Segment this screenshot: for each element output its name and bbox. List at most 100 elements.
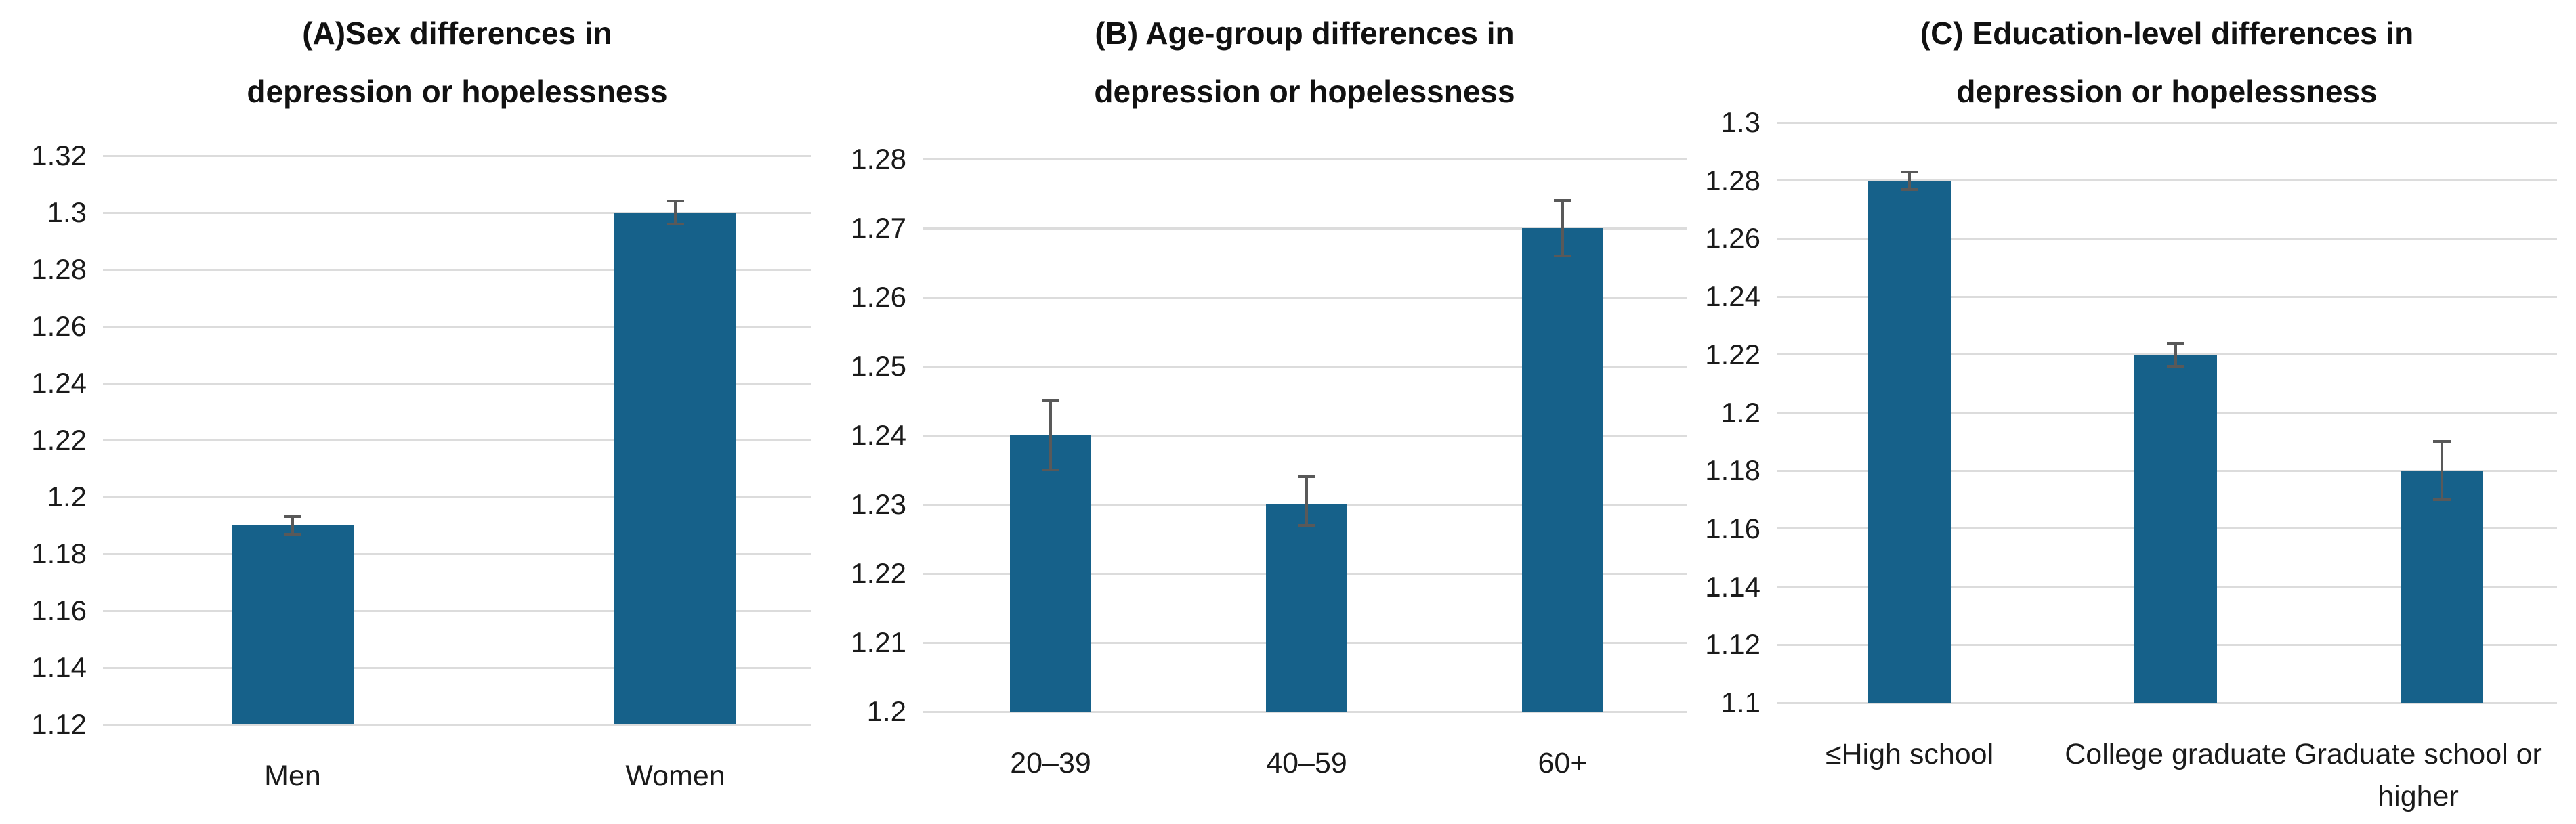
chart-a-bar-women (614, 213, 736, 724)
chart-b-gridline-1.28 (923, 158, 1687, 160)
chart-b-title-line-1: (B) Age-group differences in (1095, 16, 1515, 51)
chart-c-title-line-1: (C) Education-level differences in (1920, 16, 2414, 51)
chart-b-xtick-label-20-39: 20–39 (1010, 747, 1091, 779)
chart-a-ytick-label: 1.14 (31, 651, 87, 683)
chart-b-error-bar-cap-top-20-39 (1042, 399, 1059, 402)
chart-a-gridline-1.14 (103, 666, 811, 669)
chart-b-ytick-label: 1.27 (851, 212, 906, 244)
chart-c-error-bar-stem-graduate-school-or-higher (2441, 441, 2443, 500)
chart-c-xtick-label-high-school: ≤High school (1825, 738, 1994, 771)
chart-c-ytick-label: 1.14 (1705, 570, 1760, 603)
chart-a-gridline-1.22 (103, 439, 811, 441)
chart-b-gridline-1.24 (923, 434, 1687, 437)
chart-a-ytick-label: 1.3 (47, 196, 87, 228)
chart-b-gridline-1.2 (923, 710, 1687, 713)
chart-a-xtick-label-men: Men (264, 760, 321, 792)
chart-b-ytick-label: 1.28 (851, 143, 906, 175)
chart-b-ytick-label: 1.2 (866, 695, 906, 727)
chart-a-gridline-1.2 (103, 496, 811, 498)
chart-a-gridline-1.16 (103, 609, 811, 612)
chart-c-title-line-2: depression or hopelessness (1956, 74, 2378, 109)
chart-b-bar-20-39 (1010, 435, 1091, 712)
chart-b-error-bar-cap-top-40-59 (1298, 475, 1315, 479)
chart-c-ytick-label: 1.26 (1705, 222, 1760, 255)
chart-c-gridline-1.28 (1777, 179, 2557, 182)
chart-c-ytick-label: 1.18 (1705, 454, 1760, 487)
chart-a-gridline-1.26 (103, 325, 811, 328)
chart-c-ytick-label: 1.3 (1720, 106, 1760, 138)
chart-a-gridline-1.3 (103, 211, 811, 214)
chart-b-error-bar-cap-bottom-20-39 (1042, 469, 1059, 471)
chart-c-ytick-label: 1.1 (1720, 687, 1760, 718)
chart-b-ytick-label: 1.22 (851, 557, 906, 589)
chart-c-ytick-label: 1.22 (1705, 338, 1760, 370)
chart-a-ytick-label: 1.12 (31, 708, 87, 740)
chart-a-ytick-label: 1.2 (47, 481, 87, 513)
chart-a-error-bar-stem-women (674, 201, 677, 224)
chart-a-ytick-label: 1.18 (31, 538, 87, 569)
chart-c-gridline-1.26 (1777, 237, 2557, 240)
chart-c-ytick-label: 1.2 (1720, 396, 1760, 429)
chart-c-ytick-label: 1.24 (1705, 280, 1760, 313)
chart-b-ytick-label: 1.26 (851, 281, 906, 313)
chart-a-gridline-1.32 (103, 154, 811, 157)
chart-b-ytick-label: 1.21 (851, 626, 906, 658)
chart-a-gridline-1.18 (103, 552, 811, 555)
chart-b-gridline-1.25 (923, 365, 1687, 368)
chart-a-title: (A)Sex differences in depression or hope… (0, 4, 931, 121)
chart-b-ytick-label: 1.25 (851, 350, 906, 382)
chart-c-title: (C) Education-level differences in depre… (1693, 4, 2576, 121)
chart-a-ytick-label: 1.22 (31, 424, 87, 456)
chart-c-ytick-label: 1.16 (1705, 512, 1760, 544)
chart-a-title-line-2: depression or hopelessness (247, 74, 668, 109)
chart-a-bar-men (232, 525, 354, 724)
chart-a-xtick-label-women: Women (625, 760, 725, 792)
chart-c-gridline-1.1 (1777, 701, 2557, 704)
chart-b-bar-60 (1522, 228, 1603, 712)
chart-c-xtick-label-graduate-school-or-higher: Graduate school or higher (2294, 738, 2542, 812)
chart-a-error-bar-cap-top-men (284, 515, 301, 519)
chart-a-ytick-label: 1.32 (31, 139, 87, 171)
chart-a-ytick-label: 1.16 (31, 594, 87, 626)
chart-a-error-bar-cap-bottom-women (667, 222, 684, 225)
chart-b-error-bar-cap-top-60 (1554, 199, 1571, 202)
chart-c-error-bar-cap-bottom-college-graduate (2167, 364, 2184, 368)
chart-c-xtick-label-college-graduate: College graduate (2065, 738, 2287, 771)
chart-c-error-bar-cap-top-high-school (1901, 170, 1918, 173)
chart-c-error-bar-stem-high-school (1908, 171, 1911, 190)
chart-c-error-bar-cap-bottom-graduate-school-or-higher (2433, 498, 2451, 502)
chart-b-xtick-label-60: 60+ (1538, 747, 1588, 779)
chart-c-gridline-1.3 (1777, 121, 2557, 124)
chart-b-error-bar-stem-40-59 (1305, 477, 1308, 525)
chart-c-error-bar-cap-top-college-graduate (2167, 341, 2184, 345)
chart-a-ytick-label: 1.28 (31, 253, 87, 285)
chart-a-gridline-1.28 (103, 268, 811, 271)
chart-b-error-bar-stem-60 (1561, 200, 1564, 256)
chart-b-gridline-1.27 (923, 227, 1687, 230)
chart-b-title-line-2: depression or hopelessness (1094, 74, 1515, 109)
chart-b-title: (B) Age-group differences in depression … (830, 4, 1779, 121)
chart-a-gridline-1.24 (103, 382, 811, 385)
chart-c-bar-high-school (1868, 180, 1951, 703)
chart-b-ytick-label: 1.23 (851, 488, 906, 520)
chart-c-gridline-1.24 (1777, 295, 2557, 298)
chart-a-title-line-1: (A)Sex differences in (302, 16, 612, 51)
chart-a-gridline-1.12 (103, 723, 811, 726)
chart-c-error-bar-stem-college-graduate (2174, 343, 2177, 366)
chart-a-error-bar-stem-men (291, 517, 294, 534)
chart-a-error-bar-cap-top-women (667, 200, 684, 203)
chart-a-ytick-label: 1.26 (31, 310, 87, 342)
chart-c-bar-graduate-school-or-higher (2401, 471, 2483, 703)
chart-b-error-bar-stem-20-39 (1049, 401, 1052, 470)
chart-b-bar-40-59 (1266, 504, 1347, 712)
chart-a-error-bar-cap-bottom-men (284, 532, 301, 536)
chart-b-xtick-label-40-59: 40–59 (1266, 747, 1347, 779)
chart-b-error-bar-cap-bottom-60 (1554, 254, 1571, 257)
chart-a-ytick-label: 1.24 (31, 367, 87, 399)
chart-c-error-bar-cap-bottom-high-school (1901, 188, 1918, 191)
chart-c-ytick-label: 1.12 (1705, 628, 1760, 661)
chart-b-ytick-label: 1.24 (851, 419, 906, 451)
chart-b-error-bar-cap-bottom-40-59 (1298, 523, 1315, 527)
chart-c-bar-college-graduate (2134, 354, 2217, 703)
